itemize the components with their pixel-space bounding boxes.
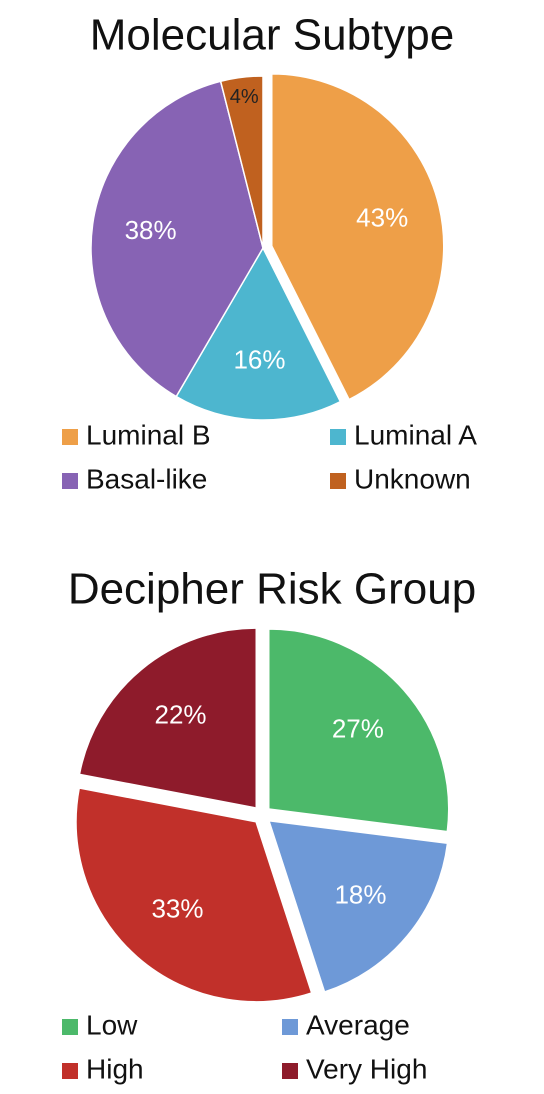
data-label: 43% bbox=[356, 203, 408, 233]
chart-title: Molecular Subtype bbox=[90, 11, 454, 60]
pie-slice bbox=[271, 73, 445, 401]
legend-label: High bbox=[86, 1053, 144, 1084]
legend-swatch bbox=[330, 473, 346, 489]
legend-swatch bbox=[62, 429, 78, 445]
chart-title: Decipher Risk Group bbox=[68, 565, 476, 614]
legend-label: Luminal B bbox=[86, 419, 211, 450]
pie-slice bbox=[175, 246, 342, 421]
legend-swatch bbox=[282, 1063, 298, 1079]
legend-swatch bbox=[282, 1019, 298, 1035]
legend-label: Low bbox=[86, 1009, 138, 1040]
data-label: 27% bbox=[332, 713, 384, 743]
legend-label: Luminal A bbox=[354, 419, 477, 450]
legend-swatch bbox=[330, 429, 346, 445]
data-label: 33% bbox=[151, 894, 203, 924]
legend-label: Average bbox=[306, 1009, 410, 1040]
data-label: 4% bbox=[230, 86, 259, 108]
pie-slice bbox=[267, 819, 449, 993]
legend-label: Basal-like bbox=[86, 463, 207, 494]
pie-slice bbox=[219, 75, 264, 249]
legend-swatch bbox=[62, 1063, 78, 1079]
legend-swatch bbox=[62, 1019, 78, 1035]
data-label: 18% bbox=[334, 879, 386, 909]
legend-label: Very High bbox=[306, 1053, 427, 1084]
data-label: 16% bbox=[233, 344, 285, 374]
pie-slice bbox=[268, 628, 450, 833]
data-label: 38% bbox=[125, 215, 177, 245]
pie-slice bbox=[78, 627, 258, 809]
pie-slice bbox=[75, 787, 313, 1003]
legend-label: Unknown bbox=[354, 463, 471, 494]
data-label: 22% bbox=[155, 699, 207, 729]
pie-slice bbox=[90, 80, 264, 398]
legend-swatch bbox=[62, 473, 78, 489]
